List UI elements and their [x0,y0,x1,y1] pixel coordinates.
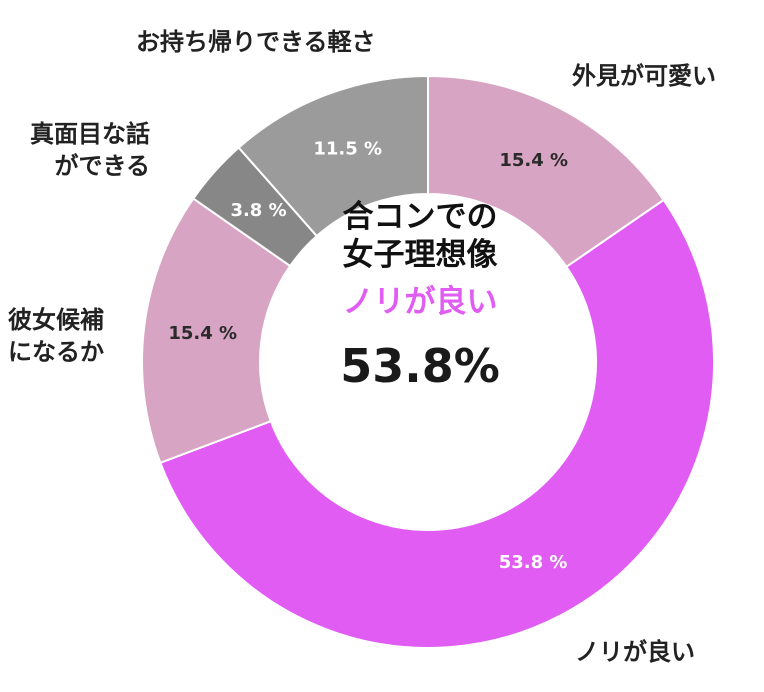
value-labels: 15.4 % 53.8 % 15.4 % 3.8 % 11.5 % [168,139,568,574]
value-label-fun: 53.8 % [499,552,568,573]
value-label-easy: 11.5 % [313,139,382,160]
slice-label-fun: ノリが良い [575,638,695,666]
center-caption: 合コンでの 女子理想像 ノリが良い 53.8% [290,198,550,396]
slice-label-cute: 外見が可愛い [572,62,716,90]
slice-easy [237,74,429,238]
value-label-serious: 3.8 % [230,200,286,221]
slice-label-girlfriend: 彼女候補 になるか [8,306,104,366]
center-title: 合コンでの 女子理想像 [342,199,498,273]
center-top-value: 53.8% [340,339,500,393]
donut-slices [141,74,715,649]
slice-label-serious: 真面目な話 ができる [30,120,150,180]
slice-label-easy: お持ち帰りできる軽さ [136,28,376,56]
value-label-girlfriend: 15.4 % [168,323,237,344]
value-label-cute: 15.4 % [499,150,568,171]
slice-fun [159,198,715,649]
center-top-label: ノリが良い [342,284,498,320]
